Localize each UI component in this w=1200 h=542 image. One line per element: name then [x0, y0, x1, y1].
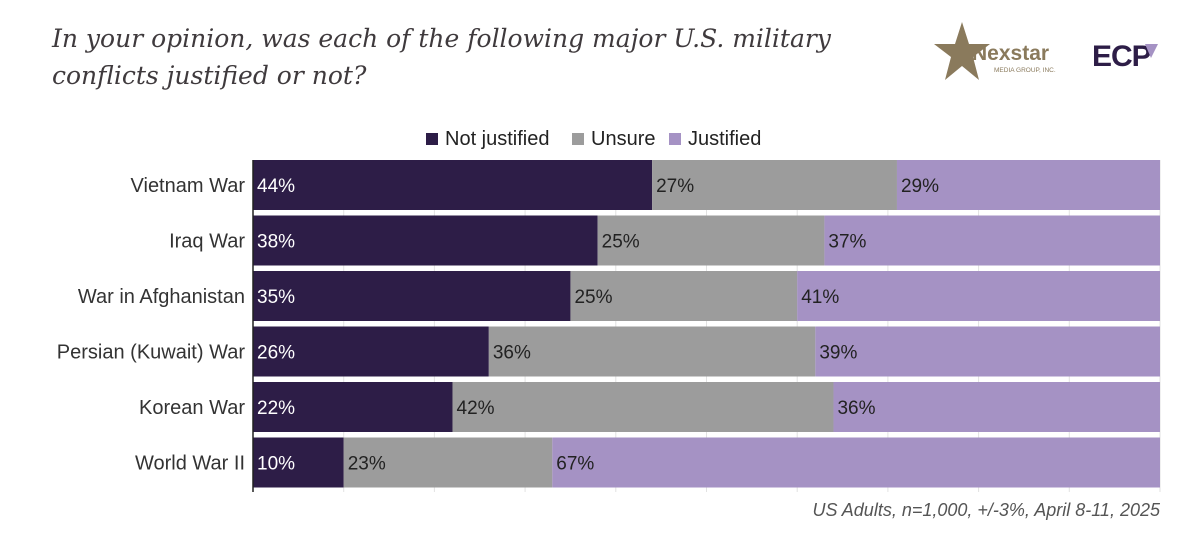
data-label-unsure: 23% [348, 454, 386, 475]
data-label-unsure: 36% [493, 343, 531, 364]
legend-item-unsure: Unsure [572, 124, 655, 154]
legend-swatch-unsure [572, 133, 584, 145]
bar-justified [896, 160, 1160, 210]
legend-item-justified: Justified [669, 124, 761, 154]
bar-not-justified [253, 160, 653, 210]
legend-swatch-justified [669, 133, 681, 145]
category-label: Vietnam War [131, 175, 246, 197]
survey-footnote: US Adults, n=1,000, +/-3%, April 8-11, 2… [812, 500, 1160, 520]
data-label-not-justified: 10% [257, 454, 295, 475]
bar-not-justified [253, 382, 453, 432]
bar-justified [824, 215, 1160, 266]
data-label-justified: 37% [828, 232, 866, 253]
bar-justified [815, 326, 1160, 377]
bar-justified [797, 271, 1160, 321]
bar-unsure [343, 437, 553, 488]
logos: Nexstar MEDIA GROUP, INC. ECP [934, 22, 1158, 80]
data-label-unsure: 27% [656, 176, 694, 197]
data-label-justified: 41% [801, 287, 839, 308]
data-label-justified: 39% [819, 343, 857, 364]
chart-title: In your opinion, was each of the followi… [52, 24, 831, 90]
nexstar-name: Nexstar [972, 42, 1049, 65]
legend-label-justified: Justified [688, 127, 762, 150]
bar-justified [552, 437, 1160, 488]
data-label-justified: 36% [837, 398, 875, 419]
data-label-not-justified: 35% [257, 287, 295, 308]
nexstar-star-icon [934, 22, 990, 80]
bar-not-justified [253, 437, 344, 488]
bar-unsure [570, 271, 798, 321]
legend: Not justified Unsure Justified [0, 124, 1200, 154]
category-label: War in Afghanistan [78, 286, 245, 308]
bar-not-justified [253, 326, 489, 377]
legend-label-not-justified: Not justified [445, 127, 550, 150]
bar-unsure [652, 160, 897, 210]
data-label-unsure: 25% [574, 287, 612, 308]
legend-swatch-not-justified [426, 133, 438, 145]
nexstar-logo: Nexstar MEDIA GROUP, INC. [934, 22, 1056, 80]
data-label-unsure: 42% [457, 398, 495, 419]
category-label: Korean War [139, 397, 245, 419]
ecp-check-icon [1145, 44, 1158, 58]
bar-unsure [488, 326, 816, 377]
bar-justified [833, 382, 1160, 432]
bar-unsure [597, 215, 825, 266]
nexstar-subtitle: MEDIA GROUP, INC. [994, 67, 1056, 74]
data-label-unsure: 25% [602, 232, 640, 253]
data-label-justified: 67% [556, 454, 594, 475]
legend-label-unsure: Unsure [591, 127, 656, 150]
bar-not-justified [253, 215, 598, 266]
legend-item-not-justified: Not justified [426, 124, 550, 154]
ecp-logo: ECP [1092, 40, 1158, 73]
data-label-not-justified: 44% [257, 176, 295, 197]
data-label-not-justified: 26% [257, 343, 295, 364]
bar-not-justified [253, 271, 571, 321]
data-label-not-justified: 38% [257, 232, 295, 253]
category-label: Iraq War [169, 231, 245, 253]
bar-unsure [452, 382, 834, 432]
data-label-justified: 29% [901, 176, 939, 197]
category-label: Persian (Kuwait) War [57, 342, 246, 364]
ecp-name: ECP [1092, 40, 1151, 73]
category-label: World War II [135, 453, 245, 475]
data-label-not-justified: 22% [257, 398, 295, 419]
